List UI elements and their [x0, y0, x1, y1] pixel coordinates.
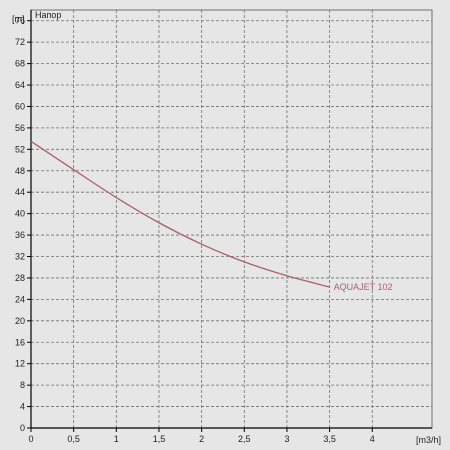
chart-title: Напор — [35, 10, 61, 20]
x-tick-label: 1 — [114, 434, 119, 444]
axes-layer — [30, 9, 433, 429]
y-tick-label: 52 — [15, 144, 25, 154]
x-axis-unit-label: [m3/h] — [416, 435, 441, 445]
y-tick-label: 44 — [15, 187, 25, 197]
y-tick-label: 64 — [15, 80, 25, 90]
x-tick-label: 0 — [28, 434, 33, 444]
y-tick-label: 16 — [15, 337, 25, 347]
x-tick-label: 4 — [370, 434, 375, 444]
y-tick-label: 40 — [15, 209, 25, 219]
y-tick-label: 12 — [15, 359, 25, 369]
y-tick-label: 0 — [20, 423, 25, 433]
y-tick-label: 32 — [15, 252, 25, 262]
x-tick-label: 3,5 — [323, 434, 336, 444]
text-layer: Напор [m] [m3/h] — [12, 10, 441, 445]
series-line — [30, 140, 330, 288]
grid-layer — [31, 10, 432, 428]
x-tick-label: 2 — [199, 434, 204, 444]
y-tick-label: 56 — [15, 123, 25, 133]
y-axis-unit-label: [m] — [12, 14, 25, 24]
y-tick-label: 72 — [15, 37, 25, 47]
x-tick-label: 0,5 — [67, 434, 80, 444]
y-tick-label: 24 — [15, 294, 25, 304]
y-tick-label: 4 — [20, 402, 25, 412]
y-tick-label: 60 — [15, 101, 25, 111]
y-tick-label: 76 — [15, 16, 25, 26]
series-layer: AQUAJET 102 — [30, 140, 393, 292]
series-label: AQUAJET 102 — [334, 282, 393, 292]
x-tick-label: 2,5 — [238, 434, 251, 444]
plot-border — [30, 9, 433, 429]
y-tick-label: 20 — [15, 316, 25, 326]
y-tick-label: 68 — [15, 59, 25, 69]
y-tick-label: 8 — [20, 380, 25, 390]
y-tick-label: 28 — [15, 273, 25, 283]
x-tick-label: 3 — [284, 434, 289, 444]
ticks-layer: 0 0,5 1 1,5 2 2,5 3 3,5 404812162024283236404448… — [15, 16, 375, 444]
y-tick-label: 36 — [15, 230, 25, 240]
x-tick-label: 1,5 — [153, 434, 166, 444]
y-tick-label: 48 — [15, 166, 25, 176]
